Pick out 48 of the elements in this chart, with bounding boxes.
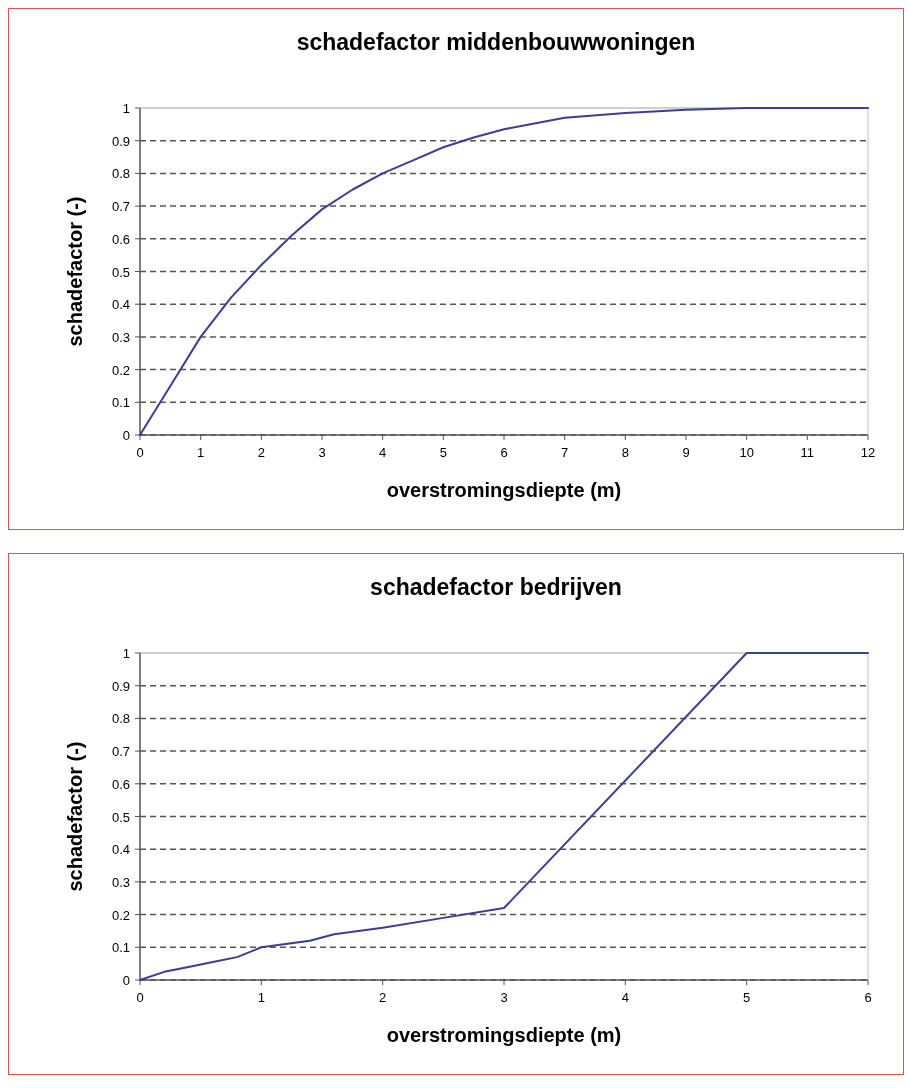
x-tick-label: 11	[800, 445, 815, 460]
x-tick-label: 1	[257, 990, 265, 1005]
x-axis-title: overstromingsdiepte (m)	[386, 1024, 622, 1046]
x-tick-label: 10	[739, 445, 754, 460]
x-tick-label: 6	[500, 445, 508, 460]
y-tick-label: 0.1	[111, 395, 130, 411]
y-tick-label: 1	[122, 646, 130, 661]
x-tick-label: 0	[136, 445, 144, 460]
x-tick-label: 4	[379, 445, 387, 460]
y-tick-label: 0.9	[111, 133, 130, 149]
x-axis-title: overstromingsdiepte (m)	[386, 479, 622, 501]
x-tick-label: 12	[860, 445, 876, 460]
x-tick-label: 3	[318, 445, 326, 460]
y-axis-title: schadefactor (-)	[64, 196, 86, 347]
y-tick-label: 1	[122, 101, 130, 116]
y-tick-label: 0.8	[111, 711, 130, 727]
x-tick-label: 1	[197, 445, 205, 460]
y-tick-label: 0.4	[111, 842, 130, 858]
y-tick-label: 0.8	[111, 166, 130, 182]
x-tick-label: 2	[257, 445, 265, 460]
y-tick-label: 0.7	[111, 744, 130, 760]
x-tick-label: 8	[621, 445, 629, 460]
y-tick-label: 0.2	[111, 907, 130, 923]
x-tick-label: 4	[621, 990, 629, 1005]
x-tick-label: 7	[561, 445, 569, 460]
y-tick-label: 0.1	[111, 940, 130, 956]
chart-title: schadefactor middenbouwwoningen	[296, 29, 696, 55]
x-tick-label: 2	[379, 990, 387, 1005]
x-tick-label: 5	[439, 445, 447, 460]
y-tick-label: 0.4	[111, 297, 130, 313]
y-tick-label: 0.3	[111, 874, 130, 890]
y-tick-label: 0.6	[111, 776, 130, 792]
x-tick-label: 6	[864, 990, 872, 1005]
x-tick-label: 9	[682, 445, 690, 460]
y-tick-label: 0.3	[111, 329, 130, 345]
x-tick-label: 0	[136, 990, 144, 1005]
y-tick-label: 0.5	[111, 809, 130, 825]
y-tick-label: 0	[122, 428, 130, 443]
x-tick-label: 3	[500, 990, 508, 1005]
y-tick-label: 0.7	[111, 199, 130, 215]
y-tick-label: 0.6	[111, 231, 130, 247]
y-tick-label: 0.5	[111, 264, 130, 280]
y-axis-title: schadefactor (-)	[64, 741, 86, 892]
x-tick-label: 5	[743, 990, 751, 1005]
chart-title: schadefactor bedrijven	[370, 574, 622, 600]
y-tick-label: 0	[122, 973, 130, 988]
y-tick-label: 0.2	[111, 362, 130, 378]
y-tick-label: 0.9	[111, 678, 130, 694]
